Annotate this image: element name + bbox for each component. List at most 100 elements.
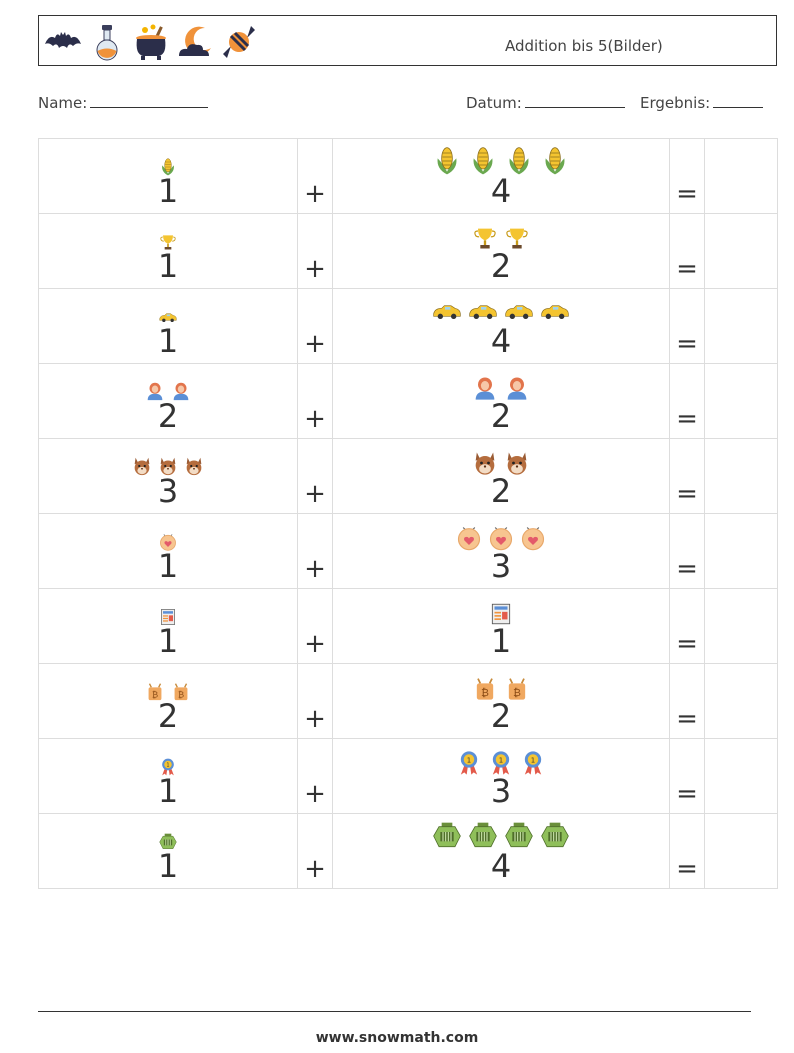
- answer-cell[interactable]: [704, 663, 778, 739]
- addend-a-number: 1: [157, 247, 179, 285]
- candy-icon: [223, 26, 255, 58]
- person-avatar-icon: [503, 374, 531, 402]
- result-blank-line: [713, 93, 764, 108]
- equals-sign: =: [676, 854, 698, 884]
- trophy-icon: [503, 224, 531, 252]
- potion-flask-icon: [96, 25, 118, 61]
- addend-a-pictures: [39, 147, 297, 177]
- addend-b-number: 2: [490, 397, 512, 435]
- footer-url[interactable]: www.snowmath.com: [315, 1030, 479, 1046]
- name-field[interactable]: Name:: [38, 93, 209, 112]
- svg-text:₿: ₿: [481, 687, 489, 699]
- addend-b-number: 2: [490, 472, 512, 510]
- equals-cell: =: [669, 288, 705, 364]
- svg-text:1: 1: [467, 756, 471, 764]
- plus-sign: +: [304, 704, 326, 734]
- equals-cell: =: [669, 663, 705, 739]
- date-label: Datum:: [466, 94, 522, 112]
- newspaper-icon: [488, 601, 514, 627]
- equals-sign: =: [676, 329, 698, 359]
- addend-a-number: 2: [157, 397, 179, 435]
- footer-divider: [38, 1011, 751, 1012]
- squirrel-face-icon: [131, 455, 153, 477]
- addend-a-pictures: [39, 822, 297, 852]
- addend-b-cell: ₿ ₿ 2: [332, 663, 670, 739]
- plus-cell: +: [297, 213, 333, 289]
- equals-cell: =: [669, 438, 705, 514]
- addend-b-pictures: [333, 147, 669, 177]
- answer-cell[interactable]: [704, 513, 778, 589]
- equals-sign: =: [676, 479, 698, 509]
- plus-sign: +: [304, 854, 326, 884]
- moon-cloud-icon: [179, 26, 211, 56]
- addend-a-pictures: [39, 597, 297, 627]
- answer-cell[interactable]: [704, 363, 778, 439]
- love-badge-icon: [487, 524, 515, 552]
- date-field[interactable]: Datum:: [466, 93, 625, 112]
- svg-text:₿: ₿: [513, 687, 521, 699]
- addend-b-pictures: [333, 222, 669, 252]
- plus-cell: +: [297, 438, 333, 514]
- addend-a-number: 1: [157, 772, 179, 810]
- addend-a-pictures: [39, 222, 297, 252]
- addend-a-pictures: [39, 297, 297, 327]
- plus-cell: +: [297, 813, 333, 889]
- green-bus-icon: [539, 820, 571, 852]
- person-avatar-icon: [170, 380, 192, 402]
- result-label: Ergebnis:: [640, 94, 711, 112]
- problem-row: 1 + 4 =: [38, 288, 778, 364]
- plus-cell: +: [297, 288, 333, 364]
- header-icon-strip: [43, 22, 259, 62]
- answer-cell[interactable]: [704, 438, 778, 514]
- answer-cell[interactable]: [704, 588, 778, 664]
- addend-b-number: 3: [490, 772, 512, 810]
- bat-icon: [45, 32, 81, 48]
- addend-a-cell: 1: [38, 288, 298, 364]
- squirrel-face-icon: [183, 455, 205, 477]
- addend-b-cell: 4: [332, 138, 670, 214]
- green-bus-icon: [467, 820, 499, 852]
- plus-cell: +: [297, 138, 333, 214]
- taxi-car-icon: [503, 295, 535, 327]
- corn-icon: [431, 145, 463, 177]
- medal-ribbon-icon: 1: [455, 749, 483, 777]
- plus-sign: +: [304, 554, 326, 584]
- svg-text:₿: ₿: [178, 689, 184, 699]
- squirrel-face-icon: [471, 449, 499, 477]
- equals-cell: =: [669, 738, 705, 814]
- answer-cell[interactable]: [704, 288, 778, 364]
- addend-b-pictures: ₿ ₿: [333, 672, 669, 702]
- problem-row: ₿ ₿ 2 + ₿ ₿ 2 =: [38, 663, 778, 739]
- corn-icon: [158, 157, 178, 177]
- addend-a-cell: 1 1: [38, 738, 298, 814]
- addend-a-pictures: 1: [39, 747, 297, 777]
- taxi-car-icon: [431, 295, 463, 327]
- equals-cell: =: [669, 588, 705, 664]
- addend-b-number: 2: [490, 247, 512, 285]
- addend-a-pictures: [39, 522, 297, 552]
- equals-sign: =: [676, 704, 698, 734]
- problem-row: 1 + 4 =: [38, 813, 778, 889]
- equals-sign: =: [676, 179, 698, 209]
- taxi-car-icon: [158, 307, 178, 327]
- addend-a-cell: 3: [38, 438, 298, 514]
- plus-sign: +: [304, 779, 326, 809]
- answer-cell[interactable]: [704, 738, 778, 814]
- addend-b-pictures: 1 1 1: [333, 747, 669, 777]
- addend-a-pictures: [39, 447, 297, 477]
- equals-cell: =: [669, 813, 705, 889]
- equals-sign: =: [676, 254, 698, 284]
- corn-icon: [503, 145, 535, 177]
- answer-cell[interactable]: [704, 813, 778, 889]
- trophy-icon: [471, 224, 499, 252]
- svg-text:1: 1: [499, 756, 503, 764]
- taxi-car-icon: [467, 295, 499, 327]
- addend-a-number: 3: [157, 472, 179, 510]
- plus-sign: +: [304, 254, 326, 284]
- addend-b-number: 4: [490, 847, 512, 885]
- answer-cell[interactable]: [704, 213, 778, 289]
- answer-cell[interactable]: [704, 138, 778, 214]
- plus-cell: +: [297, 663, 333, 739]
- love-badge-icon: [158, 532, 178, 552]
- result-field[interactable]: Ergebnis:: [640, 93, 764, 112]
